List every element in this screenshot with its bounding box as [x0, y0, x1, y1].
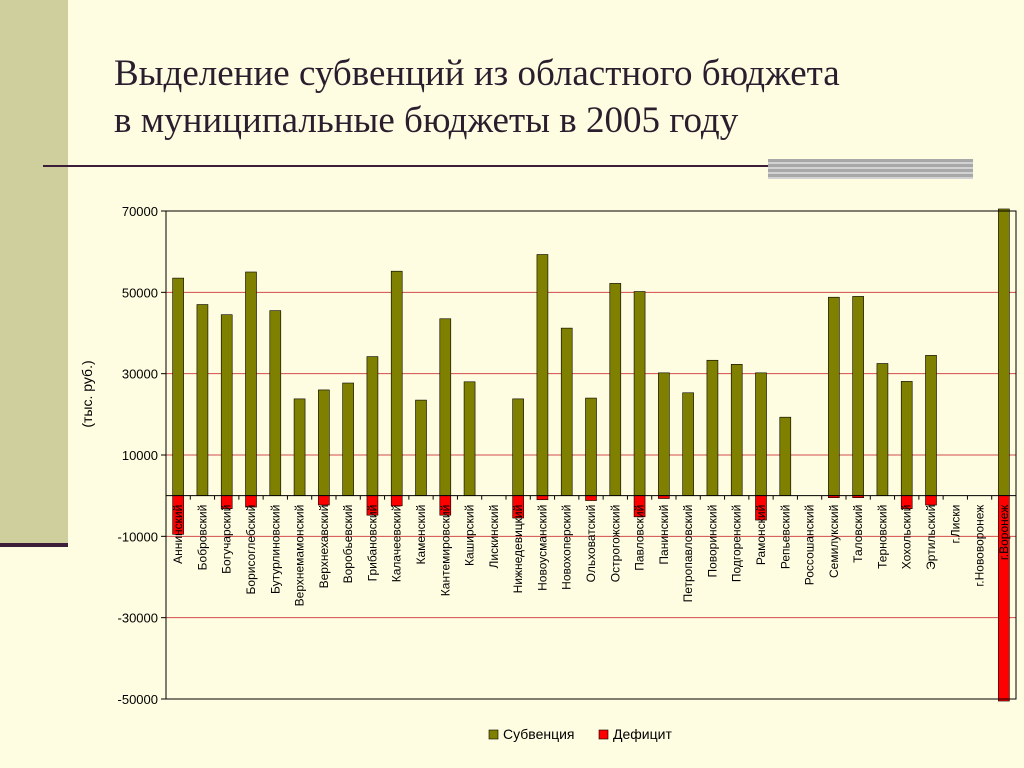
axis-layer: 70000 50000 30000 10000 -10000 -30000 -50000: [118, 204, 1017, 707]
category-label: Семилукский: [827, 505, 841, 578]
legend: Субвенция Дефицит: [488, 726, 672, 742]
bar-subvention-28: [852, 296, 864, 496]
bar-deficit-31: [925, 495, 937, 506]
category-label: г.Воронеж: [997, 505, 1011, 560]
category-label: Подгоренский: [730, 505, 744, 582]
legend-swatch-subvention: [488, 729, 499, 740]
bar-subvention-7: [342, 382, 354, 496]
bar-subvention-16: [560, 327, 573, 496]
category-label: Россошанский: [803, 505, 817, 586]
bar-subvention-8: [366, 356, 379, 496]
title-line-2: в муниципальные бюджеты в 2005 году: [114, 100, 739, 141]
bar-subvention-23: [730, 364, 743, 496]
bar-subvention-10: [415, 399, 427, 496]
legend-swatch-deficit: [598, 729, 609, 740]
bar-subvention-0: [172, 277, 184, 496]
category-label: Терновский: [875, 505, 889, 569]
category-label: Каширский: [463, 505, 477, 566]
category-label: Новоусманский: [535, 505, 549, 591]
bar-subvention-1: [196, 304, 209, 496]
bar-subvention-11: [439, 318, 452, 496]
bar-subvention-20: [658, 372, 670, 496]
legend-label-subvention: Субвенция: [503, 726, 575, 742]
bar-subvention-19: [633, 291, 646, 496]
legend-label-deficit: Дефицит: [613, 726, 672, 742]
category-label: Новохоперский: [560, 505, 574, 590]
title-line-1: Выделение субвенций из областного бюджет…: [114, 53, 840, 94]
bar-deficit-6: [318, 495, 330, 506]
category-label: Панинский: [657, 505, 671, 565]
category-label: Бутурлиновский: [268, 505, 282, 594]
side-rule: [0, 543, 68, 547]
category-label: Бобровский: [195, 505, 209, 571]
category-label: Кантемировский: [438, 505, 452, 597]
category-label: Нижнедевицкий: [511, 505, 525, 594]
plot-area-border: [165, 210, 1017, 700]
category-label: Рамонский: [754, 505, 768, 565]
bar-subvention-12: [463, 381, 476, 496]
bar-subvention-5: [293, 398, 306, 496]
category-label: Таловский: [851, 505, 865, 563]
bars-layer: [172, 208, 1010, 702]
bar-subvention-4: [269, 310, 282, 496]
category-label: Воробьевский: [341, 505, 355, 584]
bar-subvention-18: [609, 283, 622, 496]
bar-deficit-17: [585, 495, 597, 501]
category-label: Борисоглебский: [244, 505, 258, 595]
labels-layer: Аннинский Бобровский Богучарский Борисоглеб…: [171, 505, 1011, 607]
category-label: Ольховатский: [584, 505, 598, 583]
bar-subvention-25: [779, 416, 792, 496]
category-label: г.Лиски: [948, 505, 962, 544]
bar-subvention-31: [925, 355, 937, 496]
title-rule: [43, 165, 973, 167]
category-label: Богучарский: [220, 505, 234, 574]
bar-subvention-29: [876, 363, 889, 496]
bar-subvention-6: [318, 389, 330, 496]
category-label: Грибановский: [365, 505, 379, 582]
bar-subvention-14: [512, 398, 524, 496]
bar-subvention-27: [828, 296, 840, 496]
category-label: Лискинский: [487, 505, 501, 569]
category-label: Аннинский: [171, 505, 185, 564]
bar-subvention-3: [245, 271, 257, 496]
category-label: Хохольский: [900, 505, 914, 570]
y-tick-label: -10000: [118, 529, 158, 544]
y-tick-label: -30000: [118, 611, 158, 626]
title-accent: [768, 159, 973, 179]
bar-subvention-24: [755, 372, 767, 496]
category-label: Каменский: [414, 505, 428, 565]
bar-subvention-17: [585, 397, 597, 496]
y-tick-label: -50000: [118, 692, 158, 707]
bar-deficit-9: [390, 495, 403, 507]
y-tick-label: 50000: [122, 285, 158, 300]
side-band: [0, 0, 68, 545]
category-label: Верхнемамонский: [293, 505, 307, 607]
bar-subvention-21: [682, 392, 694, 496]
bar-subvention-34: [998, 208, 1010, 496]
bar-subvention-9: [390, 270, 403, 496]
category-label: Эртильский: [924, 505, 938, 570]
category-label: Петропавловский: [681, 505, 695, 603]
bar-subvention-30: [900, 381, 913, 496]
category-label: Острогожский: [608, 505, 622, 583]
category-label: Поворинский: [705, 505, 719, 578]
y-tick-label: 30000: [122, 367, 158, 382]
bar-deficit-15: [536, 495, 549, 501]
slide-title: Выделение субвенций из областного бюджет…: [114, 50, 994, 144]
bar-subvention-22: [706, 359, 719, 496]
bar-subvention-15: [536, 254, 549, 496]
y-axis-title: (тыс. руб.): [79, 360, 95, 427]
y-tick-label: 70000: [122, 204, 158, 219]
category-label: Калачеевский: [390, 505, 404, 583]
y-tick-label: 10000: [122, 448, 158, 463]
category-label: г.Нововоронеж: [973, 505, 987, 587]
category-label: Верхнехавский: [317, 505, 331, 589]
category-label: Павловский: [633, 505, 647, 571]
category-label: Репьевский: [778, 505, 792, 569]
bar-subvention-2: [220, 314, 233, 496]
